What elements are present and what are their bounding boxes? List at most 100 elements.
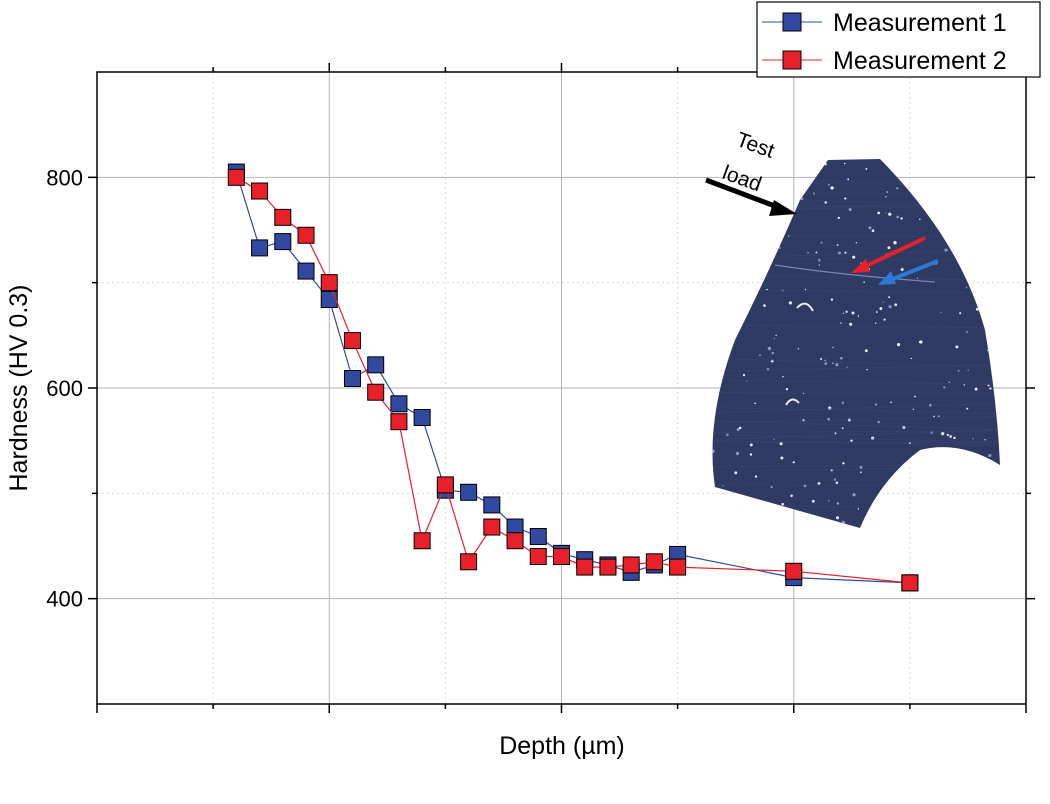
speckle: [835, 481, 839, 485]
speckle: [839, 322, 842, 325]
speckle: [824, 359, 826, 362]
speckle: [847, 178, 850, 181]
speckle: [722, 199, 724, 202]
data-point-measurement-1: [320, 291, 338, 309]
red-arrow-head-icon: [851, 259, 870, 273]
speckle: [886, 190, 889, 194]
speckle: [832, 346, 834, 349]
speckle: [773, 438, 775, 440]
axes: 400 600 800: [46, 63, 1035, 713]
speckle: [769, 250, 772, 253]
speckle: [841, 427, 844, 430]
speckle: [992, 161, 995, 163]
speckle: [759, 505, 762, 508]
speckle: [990, 264, 993, 267]
speckle: [714, 289, 717, 292]
speckle: [989, 387, 992, 390]
speckle: [966, 407, 969, 410]
speckle: [782, 375, 784, 378]
speckle: [890, 401, 892, 404]
speckle: [841, 520, 846, 525]
speckle: [763, 304, 766, 307]
speckle: [788, 529, 789, 530]
speckle: [734, 229, 737, 232]
speckle: [835, 516, 840, 520]
speckle: [948, 225, 951, 227]
speckle: [723, 212, 726, 214]
speckle: [740, 268, 744, 272]
speckle: [780, 456, 784, 460]
speckle: [848, 207, 852, 212]
texture-streak: [712, 379, 1000, 386]
legend-box: [756, 1, 1041, 78]
data-point-measurement-2: [297, 226, 315, 244]
speckle: [933, 415, 935, 418]
speckle: [855, 241, 858, 244]
speckle: [885, 196, 887, 198]
speckle: [862, 525, 865, 528]
speckle: [984, 439, 986, 441]
speckle: [777, 246, 781, 250]
texture-streak: [712, 363, 1000, 373]
data-point-measurement-2: [622, 556, 640, 574]
speckle: [832, 362, 834, 364]
speckle: [733, 280, 735, 283]
speckle: [852, 493, 856, 497]
speckle: [860, 471, 862, 474]
speckle: [712, 449, 715, 453]
speckle: [900, 217, 903, 220]
speckle: [965, 286, 968, 289]
speckle: [779, 513, 781, 515]
speckle: [919, 504, 921, 506]
speckle: [955, 345, 959, 349]
speckle: [742, 373, 746, 377]
speckle: [984, 159, 986, 162]
micrograph-shape: [712, 159, 1000, 528]
speckle: [743, 221, 746, 223]
speckle: [990, 189, 994, 193]
speckle: [722, 485, 724, 487]
data-point-measurement-2: [576, 558, 594, 576]
data-point-measurement-2: [320, 274, 338, 292]
data-point-measurement-2: [343, 332, 361, 350]
data-point-measurement-2: [645, 553, 663, 571]
test-load-arrow-icon: [705, 177, 781, 211]
speckle: [797, 348, 800, 350]
speckle: [902, 503, 904, 505]
speckle: [957, 369, 960, 372]
data-point-measurement-2: [367, 383, 385, 401]
speckle: [844, 251, 847, 254]
speckle: [940, 311, 942, 314]
legend-marker-measurement-1: [782, 12, 802, 32]
speckle: [835, 363, 839, 367]
speckle: [960, 463, 963, 466]
speckle: [770, 485, 773, 489]
speckle: [914, 395, 916, 398]
data-point-measurement-2: [506, 532, 524, 550]
speckle: [995, 316, 1000, 320]
texture-streak: [712, 441, 1000, 444]
speckle: [738, 426, 742, 430]
speckle: [936, 209, 938, 212]
speckle: [739, 300, 743, 304]
speckle: [739, 241, 742, 244]
speckle: [910, 357, 913, 360]
y-tick-label: 400: [46, 587, 83, 612]
speckle: [842, 312, 845, 315]
speckle: [735, 451, 740, 456]
speckle: [773, 338, 776, 340]
speckle: [852, 255, 856, 259]
speckle: [849, 322, 853, 326]
speckle: [963, 207, 966, 209]
speckle: [897, 480, 899, 483]
speckle: [759, 354, 761, 357]
speckle: [738, 225, 742, 229]
data-point-measurement-1: [343, 370, 361, 388]
speckle: [976, 476, 980, 480]
texture-streak: [712, 324, 1000, 329]
speckle: [834, 432, 837, 435]
speckle: [896, 187, 899, 190]
speckle: [877, 420, 880, 424]
data-point-measurement-2: [599, 558, 617, 576]
speckle: [705, 273, 708, 276]
